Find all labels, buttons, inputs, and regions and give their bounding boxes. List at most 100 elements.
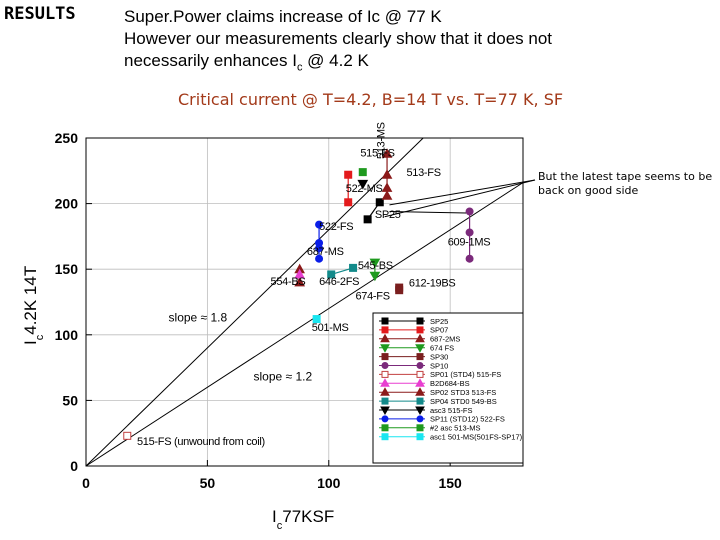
legend-label: asc1 501-MS(501FS-SP17): [430, 433, 523, 442]
data-point: [312, 315, 321, 324]
point-annotation: 674-FS: [355, 290, 389, 302]
legend-label: B2D684-BS: [430, 379, 470, 388]
legend-marker-left: [381, 370, 389, 378]
x-tick-label: 100: [317, 475, 341, 491]
point-annotation: 646-2FS: [319, 276, 359, 288]
data-point: [315, 254, 324, 263]
legend-label: SP01 (STD4) 515-FS: [430, 370, 501, 379]
data-point: [344, 198, 353, 207]
legend-item: SP01 (STD4) 515-FS: [379, 370, 501, 379]
headline-line-2: However our measurements clearly show th…: [124, 29, 553, 48]
data-point: [369, 271, 381, 282]
legend-marker-right: [416, 415, 424, 423]
legend-marker-left: [381, 362, 389, 369]
legend-marker-left: [380, 333, 390, 343]
legend-box: [372, 312, 524, 464]
series-group: [294, 268, 305, 279]
point-annotation: 513-MS: [376, 122, 388, 159]
series-group: [357, 179, 369, 190]
point-annotation: 554-BS: [271, 276, 306, 288]
note-arrow: [389, 179, 536, 206]
data-series: [123, 148, 474, 440]
legend-marker-right: [416, 424, 424, 432]
legend-marker-left: [381, 424, 389, 432]
slope-label: slope ≈ 1.2: [254, 370, 313, 384]
point-annotation: 522-FS: [319, 221, 353, 233]
axis-labels: Ic77KSF Ic4.2K 14T: [21, 266, 334, 532]
legend-label: SP02 STD3 513-FS: [430, 388, 496, 397]
legend-label: SP30: [430, 352, 448, 361]
series-group: [395, 283, 404, 295]
point-annotation: 612-19BS: [409, 277, 456, 289]
series-group: [344, 170, 353, 207]
data-point: [465, 254, 474, 263]
legend-item: SP10: [379, 361, 448, 370]
legend-item: asc3 515-FS: [379, 406, 473, 416]
legend-marker-right: [415, 387, 425, 396]
legend-marker-left: [380, 378, 390, 387]
data-point: [349, 263, 358, 272]
data-point: [363, 215, 372, 224]
data-point: [344, 170, 353, 179]
data-point: [358, 168, 367, 177]
point-annotation: 501-MS: [312, 322, 349, 334]
legend-label: asc3 515-FS: [430, 406, 473, 415]
x-tick-label: 50: [200, 475, 216, 491]
y-tick-label: 50: [62, 392, 78, 408]
legend-label: SP11 (STD12) 522-FS: [430, 415, 505, 424]
headline-line-3: necessarily enhances Ic @ 4.2 K: [124, 50, 552, 78]
legend-marker-left: [380, 387, 390, 396]
data-point: [381, 182, 393, 192]
y-tick-label: 250: [55, 130, 79, 146]
point-annotation: 522-MS: [346, 183, 383, 195]
legend-item: 687-2MS: [379, 333, 460, 344]
plot-frame: [85, 137, 524, 467]
slope-lines: [85, 137, 524, 467]
legend-label: SP07: [430, 326, 448, 335]
y-axis-label: Ic4.2K 14T: [21, 266, 46, 345]
legend-label: SP25: [430, 317, 448, 326]
legend-item: SP07: [379, 326, 448, 335]
headline-line-1: Super.Power claims increase of Ic @ 77 K: [124, 7, 442, 26]
point-annotation: SP25: [375, 209, 401, 221]
series-group: [363, 198, 384, 224]
legend-marker-right: [416, 433, 424, 441]
legend-marker-left: [380, 344, 390, 353]
legend-marker-right: [416, 317, 424, 325]
legend-marker-right: [415, 333, 425, 343]
legend-item: SP25: [379, 317, 448, 326]
legend-label: #2 asc 513-MS: [430, 424, 480, 433]
slope-line: [85, 182, 524, 467]
legend-label: SP10: [430, 361, 448, 370]
series-group: [465, 207, 474, 263]
legend-item: 674 FS: [379, 344, 454, 353]
legend-marker-right: [416, 370, 424, 378]
data-point: [123, 431, 132, 440]
legend-item: SP30: [379, 352, 448, 361]
data-point: [369, 258, 381, 269]
series-group: [123, 431, 132, 440]
legend-marker-right: [415, 378, 425, 387]
legend-marker-right: [416, 353, 424, 361]
legend-marker-left: [380, 406, 390, 416]
axis-ticks: 0 50 100 150 200 250 0 50 100 150: [55, 130, 462, 491]
legend-marker-left: [381, 317, 389, 325]
legend-label: 687-2MS: [430, 335, 460, 344]
data-point: [381, 169, 393, 179]
x-tick-label: 0: [82, 475, 90, 491]
series-group: [381, 148, 393, 200]
note-arrow: [389, 210, 467, 214]
legend-marker-left: [381, 326, 389, 334]
point-annotation: 513-FS: [406, 167, 440, 179]
data-point: [315, 220, 324, 229]
point-annotation: 609-1MS: [448, 237, 491, 249]
legend-item: asc1 501-MS(501FS-SP17): [379, 433, 523, 442]
note-arrows: [384, 179, 536, 218]
headline: Super.Power claims increase of Ic @ 77 K…: [124, 6, 552, 78]
data-point: [395, 286, 404, 295]
headline-line-3-a: necessarily enhances I: [124, 51, 297, 70]
legend-item: SP11 (STD12) 522-FS: [379, 415, 505, 424]
